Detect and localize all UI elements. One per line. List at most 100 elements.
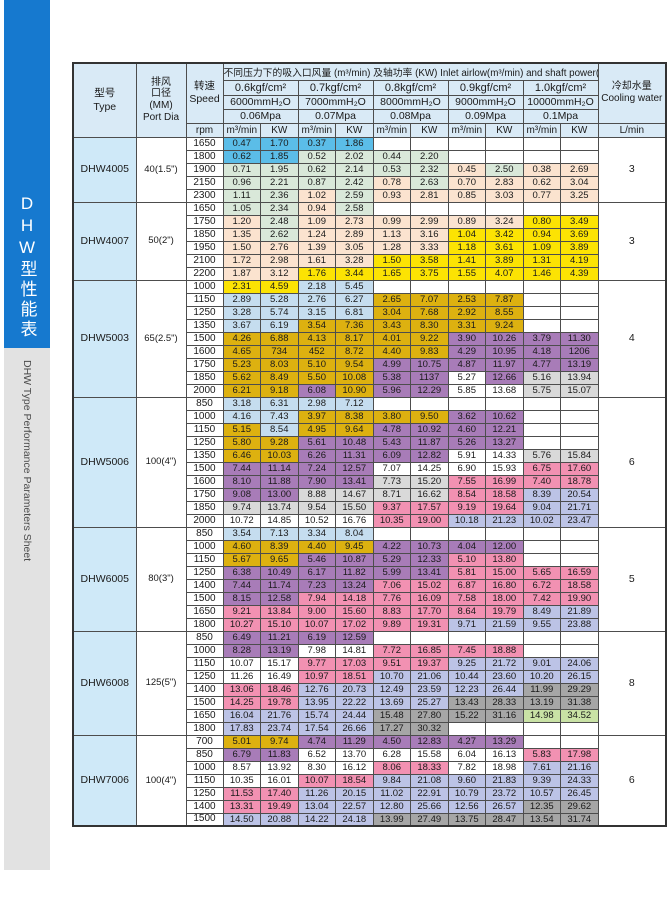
value-cell: 8.49 bbox=[260, 370, 299, 385]
table-row: 1150 5.67 9.65 5.46 10.87 5.29 12.33 5.10 13.80 bbox=[73, 552, 666, 567]
value-cell bbox=[560, 643, 599, 658]
value-cell: 16.13 bbox=[485, 747, 524, 762]
value-cell: 13.00 bbox=[260, 487, 299, 502]
table-row: 1800 0.62 1.85 0.52 2.02 0.44 2.20 bbox=[73, 149, 666, 164]
value-cell: 5.23 bbox=[222, 357, 261, 372]
header-pressure-mmh2o-3: 9000mmH₂O bbox=[447, 94, 524, 110]
table-row: 1650 16.04 21.76 15.74 24.44 15.48 27.80 15.22 3… bbox=[73, 708, 666, 723]
value-cell: 13.68 bbox=[485, 383, 524, 398]
value-cell: 2.83 bbox=[485, 175, 524, 190]
value-cell: 12.76 bbox=[297, 682, 336, 697]
table-row: DHW7006 100(4") 700 5.01 9.74 4.74 11.29 4.50 12… bbox=[72, 734, 667, 827]
value-cell: 6.19 bbox=[297, 630, 336, 645]
value-cell: 5.01 bbox=[222, 734, 261, 749]
speed-cell: 2100 bbox=[185, 253, 224, 268]
value-cell: 5.26 bbox=[447, 435, 486, 450]
value-cell: 7.12 bbox=[335, 396, 374, 411]
value-cell: 5.76 bbox=[522, 448, 561, 463]
value-cell: 1.09 bbox=[297, 214, 336, 229]
value-cell: 8.30 bbox=[410, 318, 449, 333]
value-cell: 3.43 bbox=[372, 318, 411, 333]
value-cell: 15.48 bbox=[372, 708, 411, 723]
value-cell: 4.22 bbox=[372, 539, 411, 554]
value-cell bbox=[522, 435, 561, 450]
value-cell: 27.80 bbox=[410, 708, 449, 723]
value-cell bbox=[372, 279, 411, 294]
table-row: 2200 1.87 3.12 1.76 3.44 1.65 3.75 1.55 4.07 1.46… bbox=[73, 266, 666, 281]
value-cell: 1.70 bbox=[260, 136, 299, 151]
value-cell: 6.26 bbox=[297, 448, 336, 463]
value-cell: 5.83 bbox=[522, 747, 561, 762]
value-cell: 8.15 bbox=[222, 591, 261, 606]
value-cell: 19.79 bbox=[485, 604, 524, 619]
speed-cell: 1650 bbox=[185, 604, 224, 619]
value-cell: 13.80 bbox=[485, 552, 524, 567]
value-cell: 18.58 bbox=[560, 578, 599, 593]
value-cell: 15.50 bbox=[335, 500, 374, 515]
header-flow-unit-2: m³/min bbox=[372, 122, 411, 138]
value-cell bbox=[410, 279, 449, 294]
value-cell bbox=[447, 721, 486, 736]
value-cell: 8.57 bbox=[222, 760, 261, 775]
value-cell: 3.79 bbox=[522, 331, 561, 346]
value-cell: 1.95 bbox=[260, 162, 299, 177]
value-cell: 5.43 bbox=[372, 435, 411, 450]
value-cell: 3.69 bbox=[560, 227, 599, 242]
value-cell: 2.50 bbox=[485, 162, 524, 177]
value-cell: 4.60 bbox=[447, 422, 486, 437]
value-cell: 4.77 bbox=[522, 357, 561, 372]
speed-cell: 1650 bbox=[185, 136, 224, 151]
speed-cell: 1500 bbox=[185, 331, 224, 346]
value-cell: 0.99 bbox=[372, 214, 411, 229]
value-cell: 10.75 bbox=[410, 357, 449, 372]
value-cell bbox=[410, 526, 449, 541]
value-cell bbox=[522, 630, 561, 645]
value-cell: 29.62 bbox=[560, 799, 599, 814]
value-cell: 6.88 bbox=[260, 331, 299, 346]
value-cell bbox=[560, 201, 599, 216]
value-cell: 9.25 bbox=[447, 656, 486, 671]
value-cell: 1.76 bbox=[297, 266, 336, 281]
value-cell: 1.65 bbox=[372, 266, 411, 281]
value-cell: 9.74 bbox=[260, 734, 299, 749]
value-cell: 11.31 bbox=[335, 448, 374, 463]
value-cell: 0.37 bbox=[297, 136, 336, 151]
table-row: DHW5006 100(4") 850 3.18 6.31 2.98 7.12 6 bbox=[72, 396, 667, 528]
value-cell: 12.29 bbox=[410, 383, 449, 398]
value-cell: 16.80 bbox=[485, 578, 524, 593]
value-cell: 18.54 bbox=[335, 773, 374, 788]
value-cell: 7.23 bbox=[297, 578, 336, 593]
value-cell: 3.05 bbox=[335, 240, 374, 255]
value-cell: 8.55 bbox=[485, 305, 524, 320]
value-cell: 10.87 bbox=[335, 552, 374, 567]
value-cell: 1.04 bbox=[447, 227, 486, 242]
value-cell: 3.25 bbox=[560, 188, 599, 203]
value-cell: 23.72 bbox=[485, 786, 524, 801]
value-cell: 14.50 bbox=[222, 812, 261, 827]
value-cell: 12.56 bbox=[447, 799, 486, 814]
header-pressure-kgf-4: 1.0kgf/cm² bbox=[522, 79, 599, 96]
value-cell bbox=[522, 539, 561, 554]
value-cell: 8.04 bbox=[335, 526, 374, 541]
value-cell: 1.28 bbox=[372, 240, 411, 255]
value-cell: 7.07 bbox=[372, 461, 411, 476]
value-cell bbox=[522, 734, 561, 749]
value-cell: 3.04 bbox=[560, 175, 599, 190]
value-cell: 1.61 bbox=[297, 253, 336, 268]
value-cell: 9.04 bbox=[522, 500, 561, 515]
value-cell: 5.16 bbox=[522, 370, 561, 385]
value-cell: 21.89 bbox=[560, 604, 599, 619]
sidebar-banner-gray: DHW Type Performance Parameters Sheet bbox=[4, 348, 50, 870]
value-cell: 9.37 bbox=[372, 500, 411, 515]
value-cell: 5.67 bbox=[222, 552, 261, 567]
value-cell: 24.33 bbox=[560, 773, 599, 788]
header-pressure-mmh2o-4: 10000mmH₂O bbox=[522, 94, 599, 110]
value-cell: 10.57 bbox=[522, 786, 561, 801]
value-cell: 1.85 bbox=[260, 149, 299, 164]
value-cell: 1.72 bbox=[222, 253, 261, 268]
speed-cell: 1500 bbox=[185, 461, 224, 476]
model-name: DHW4007 bbox=[72, 201, 137, 281]
value-cell: 9.83 bbox=[410, 344, 449, 359]
header-pressure-mpa-1: 0.07Mpa bbox=[297, 108, 374, 124]
value-cell: 10.90 bbox=[335, 383, 374, 398]
